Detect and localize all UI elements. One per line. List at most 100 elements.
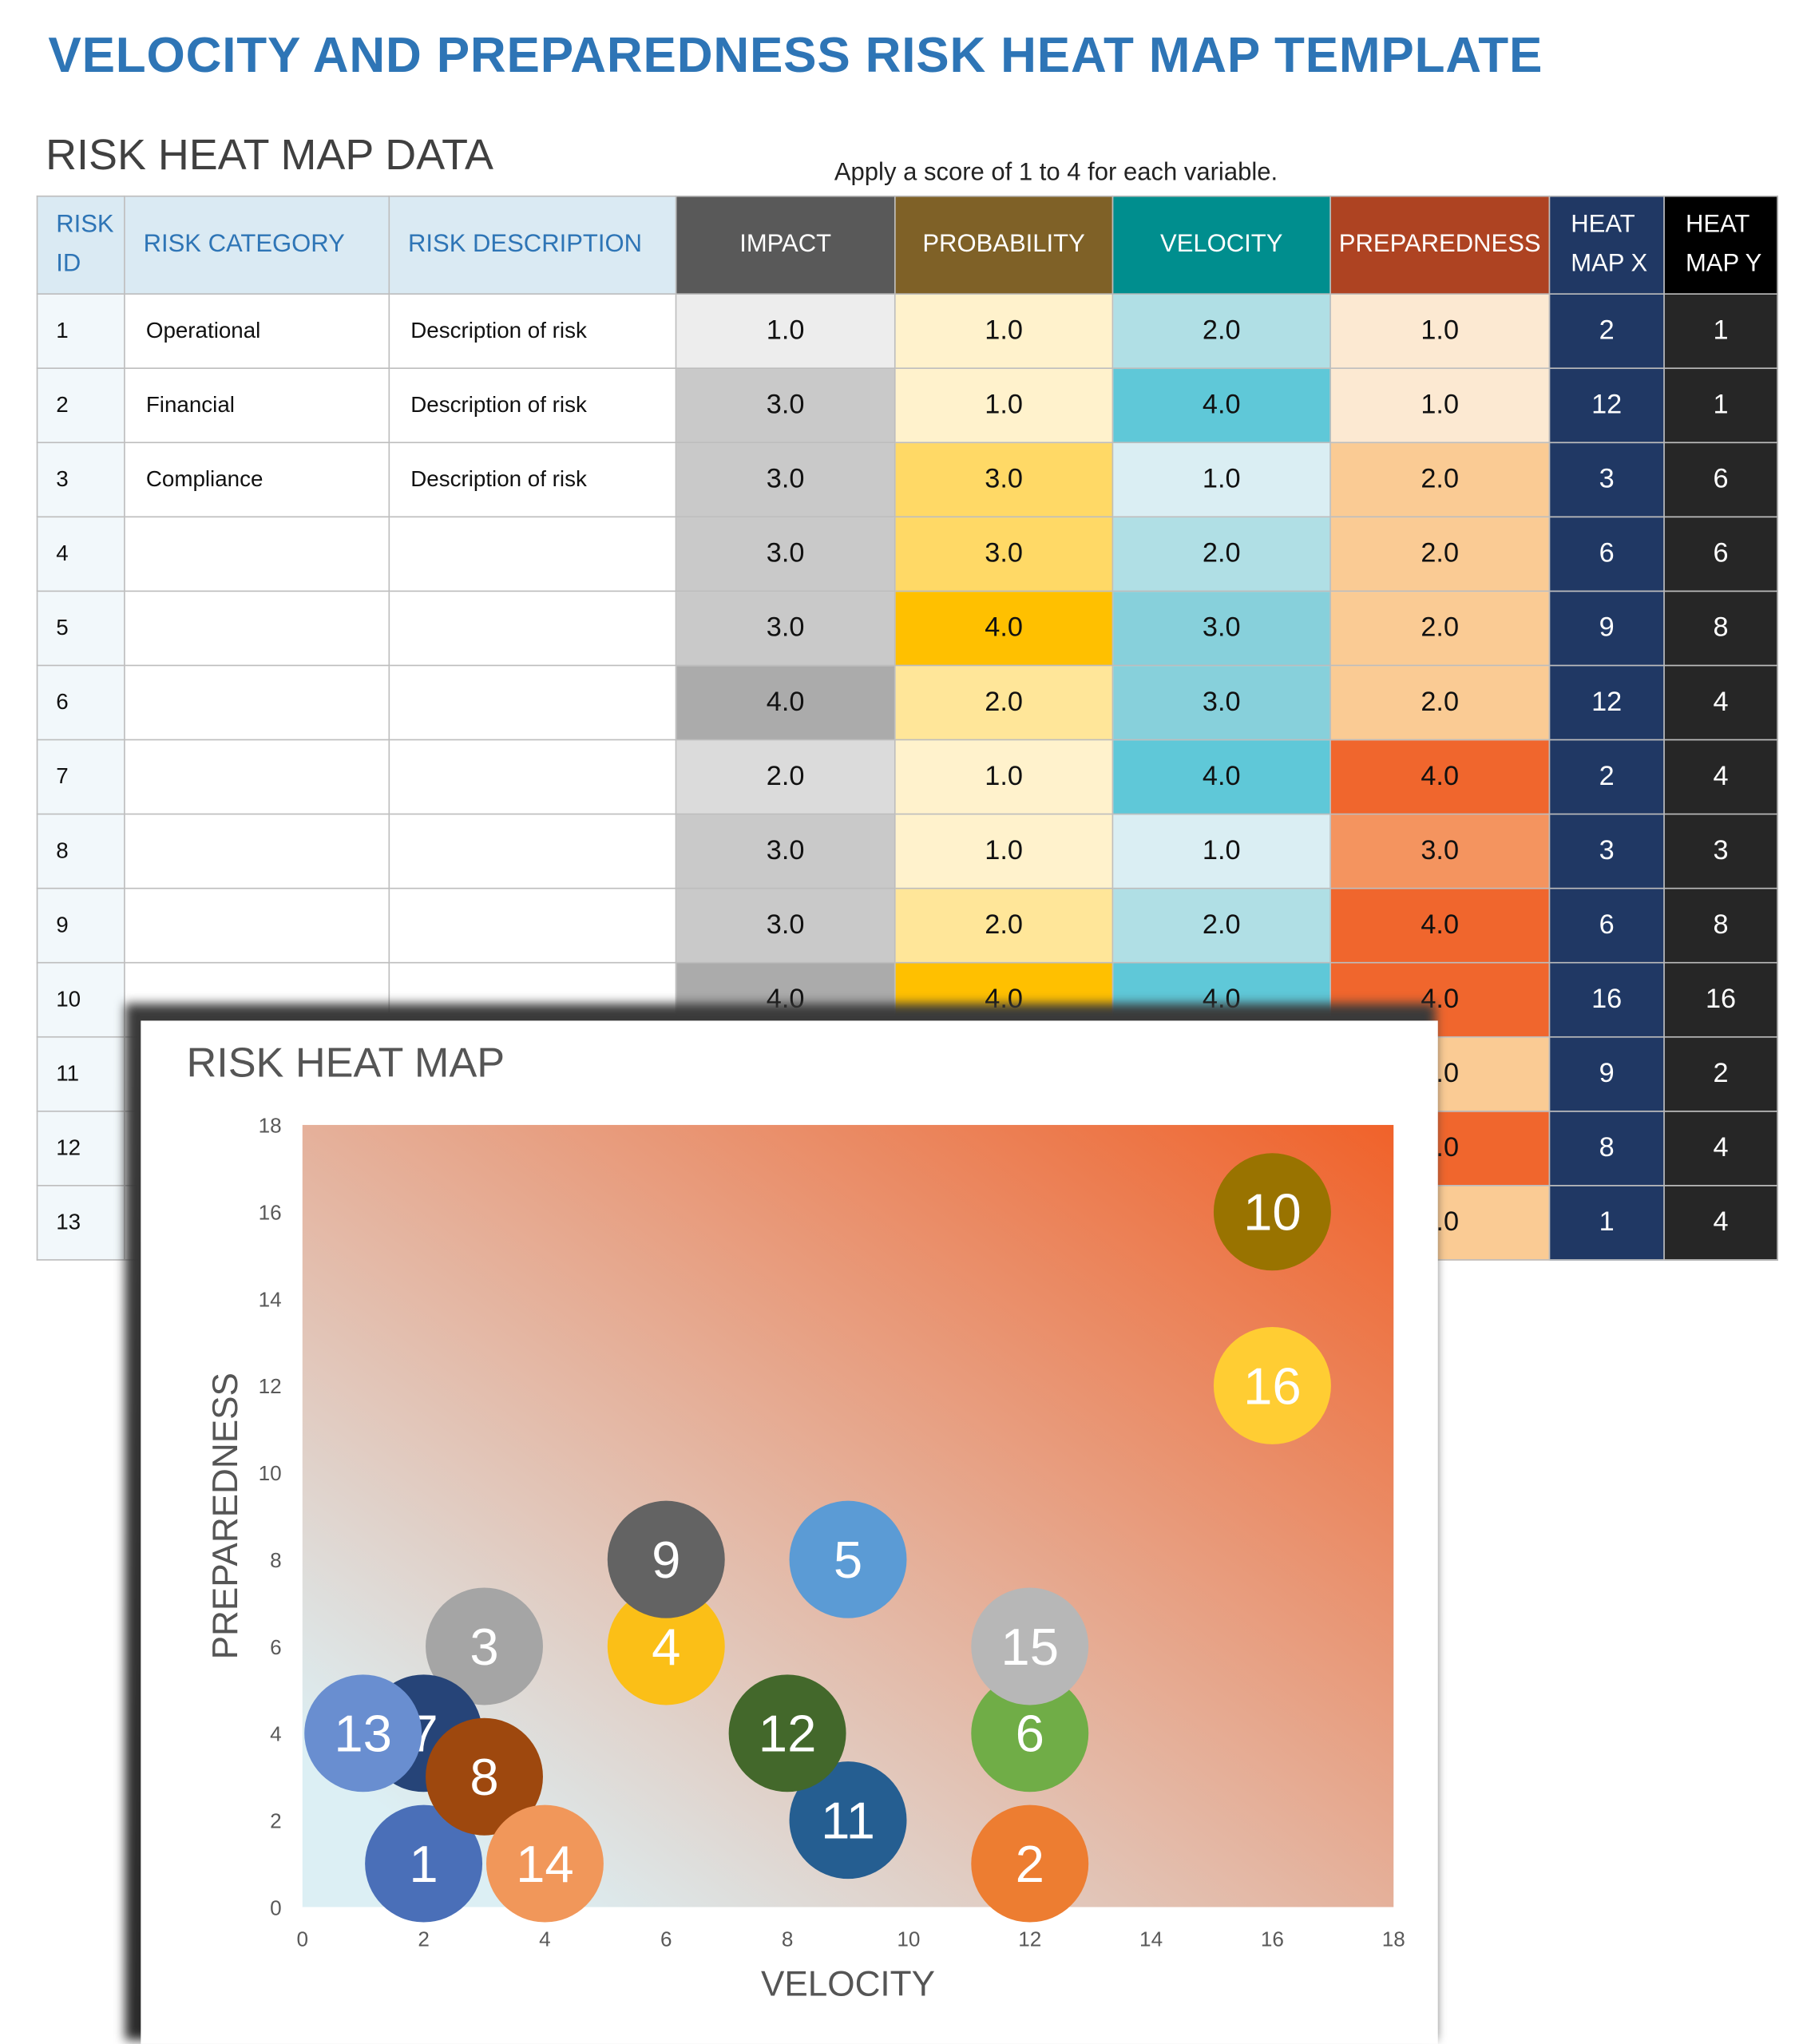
cell-velocity[interactable]: 4.0	[1111, 367, 1331, 444]
risk-bubble-5[interactable]: 5	[789, 1500, 907, 1618]
cell-y[interactable]: 4	[1663, 739, 1778, 815]
cell-y[interactable]: 4	[1663, 1110, 1778, 1186]
risk-bubble-15[interactable]: 15	[971, 1587, 1089, 1705]
risk-heat-map-chart[interactable]: RISK HEAT MAP 0 2 4 6 8 10 12 14 16 18 0 2 4 6 8 10 12 14…	[141, 1020, 1438, 2044]
cell-probability[interactable]: 4.0	[894, 590, 1114, 667]
cell-description[interactable]	[388, 887, 677, 964]
cell-x[interactable]: 12	[1548, 664, 1665, 741]
cell-y[interactable]: 16	[1663, 961, 1778, 1038]
cell-x[interactable]: 3	[1548, 813, 1665, 889]
cell-impact[interactable]: 1.0	[675, 293, 896, 370]
cell-probability[interactable]: 3.0	[894, 442, 1114, 518]
cell-y[interactable]: 4	[1663, 1185, 1778, 1261]
cell-description[interactable]: Description of risk	[388, 293, 677, 370]
bubble-marker[interactable]	[426, 1717, 543, 1836]
risk-bubble-3[interactable]: 3	[426, 1587, 543, 1705]
cell-id[interactable]: 13	[36, 1185, 125, 1261]
cell-category[interactable]: Operational	[124, 293, 390, 370]
risk-bubble-16[interactable]: 16	[1213, 1326, 1331, 1444]
risk-bubble-11[interactable]: 11	[789, 1761, 907, 1880]
cell-y[interactable]: 4	[1663, 664, 1778, 741]
cell-probability[interactable]: 1.0	[894, 813, 1114, 889]
cell-x[interactable]: 9	[1548, 1036, 1665, 1112]
cell-description[interactable]	[388, 516, 677, 592]
risk-bubble-2[interactable]: 2	[971, 1804, 1089, 1923]
cell-preparedness[interactable]: 2.0	[1329, 590, 1551, 667]
cell-category[interactable]: Compliance	[124, 442, 390, 518]
cell-x[interactable]: 16	[1548, 961, 1665, 1038]
bubble-marker[interactable]	[1213, 1153, 1331, 1271]
cell-probability[interactable]: 1.0	[894, 293, 1114, 370]
cell-preparedness[interactable]: 1.0	[1329, 293, 1551, 370]
cell-preparedness[interactable]: 1.0	[1329, 367, 1551, 444]
cell-probability[interactable]: 1.0	[894, 367, 1114, 444]
cell-impact[interactable]: 3.0	[675, 887, 896, 964]
cell-probability[interactable]: 2.0	[894, 664, 1114, 741]
bubble-marker[interactable]	[971, 1674, 1089, 1792]
cell-id[interactable]: 2	[36, 367, 125, 444]
cell-description[interactable]: Description of risk	[388, 442, 677, 518]
cell-velocity[interactable]: 1.0	[1111, 813, 1331, 889]
cell-category[interactable]	[124, 516, 390, 592]
bubble-marker[interactable]	[789, 1500, 907, 1618]
cell-category[interactable]	[124, 887, 390, 964]
cell-preparedness[interactable]: 4.0	[1329, 739, 1551, 815]
cell-category[interactable]	[124, 664, 390, 741]
risk-bubble-12[interactable]: 12	[728, 1674, 846, 1792]
cell-x[interactable]: 6	[1548, 516, 1665, 592]
cell-probability[interactable]: 1.0	[894, 739, 1114, 815]
cell-preparedness[interactable]: 3.0	[1329, 813, 1551, 889]
cell-x[interactable]: 12	[1548, 367, 1665, 444]
cell-description[interactable]	[388, 813, 677, 889]
cell-y[interactable]: 8	[1663, 590, 1778, 667]
cell-description[interactable]: Description of risk	[388, 367, 677, 444]
cell-id[interactable]: 9	[36, 887, 125, 964]
cell-impact[interactable]: 4.0	[675, 664, 896, 741]
cell-velocity[interactable]: 3.0	[1111, 590, 1331, 667]
cell-x[interactable]: 2	[1548, 739, 1665, 815]
cell-id[interactable]: 5	[36, 590, 125, 667]
cell-impact[interactable]: 3.0	[675, 367, 896, 444]
cell-velocity[interactable]: 4.0	[1111, 739, 1331, 815]
cell-y[interactable]: 8	[1663, 887, 1778, 964]
cell-id[interactable]: 4	[36, 516, 125, 592]
cell-description[interactable]	[388, 664, 677, 741]
cell-x[interactable]: 3	[1548, 442, 1665, 518]
bubble-marker[interactable]	[485, 1804, 604, 1923]
risk-bubble-8[interactable]: 8	[426, 1717, 543, 1836]
risk-bubble-13[interactable]: 13	[304, 1674, 422, 1792]
bubble-marker[interactable]	[1213, 1326, 1331, 1444]
cell-impact[interactable]: 2.0	[675, 739, 896, 815]
cell-velocity[interactable]: 2.0	[1111, 887, 1331, 964]
cell-category[interactable]	[124, 813, 390, 889]
risk-bubble-1[interactable]: 1	[365, 1804, 483, 1923]
cell-probability[interactable]: 3.0	[894, 516, 1114, 592]
cell-category[interactable]: Financial	[124, 367, 390, 444]
risk-bubble-6[interactable]: 6	[971, 1674, 1089, 1792]
cell-preparedness[interactable]: 2.0	[1329, 442, 1551, 518]
cell-impact[interactable]: 3.0	[675, 516, 896, 592]
bubble-marker[interactable]	[304, 1674, 422, 1792]
cell-y[interactable]: 1	[1663, 293, 1778, 370]
cell-id[interactable]: 1	[36, 293, 125, 370]
bubble-marker[interactable]	[365, 1804, 483, 1923]
risk-bubble-10[interactable]: 10	[1213, 1153, 1331, 1271]
bubble-marker[interactable]	[789, 1761, 907, 1880]
cell-id[interactable]: 7	[36, 739, 125, 815]
cell-id[interactable]: 8	[36, 813, 125, 889]
cell-preparedness[interactable]: 2.0	[1329, 516, 1551, 592]
risk-bubble-4[interactable]: 4	[607, 1587, 725, 1705]
risk-bubble-9[interactable]: 9	[607, 1500, 725, 1618]
cell-id[interactable]: 10	[36, 961, 125, 1038]
cell-id[interactable]: 11	[36, 1036, 125, 1112]
bubble-marker[interactable]	[971, 1587, 1089, 1705]
cell-x[interactable]: 1	[1548, 1185, 1665, 1261]
cell-description[interactable]	[388, 590, 677, 667]
cell-velocity[interactable]: 1.0	[1111, 442, 1331, 518]
cell-id[interactable]: 3	[36, 442, 125, 518]
cell-x[interactable]: 9	[1548, 590, 1665, 667]
bubble-marker[interactable]	[971, 1804, 1089, 1923]
cell-probability[interactable]: 2.0	[894, 887, 1114, 964]
cell-y[interactable]: 3	[1663, 813, 1778, 889]
cell-preparedness[interactable]: 4.0	[1329, 887, 1551, 964]
